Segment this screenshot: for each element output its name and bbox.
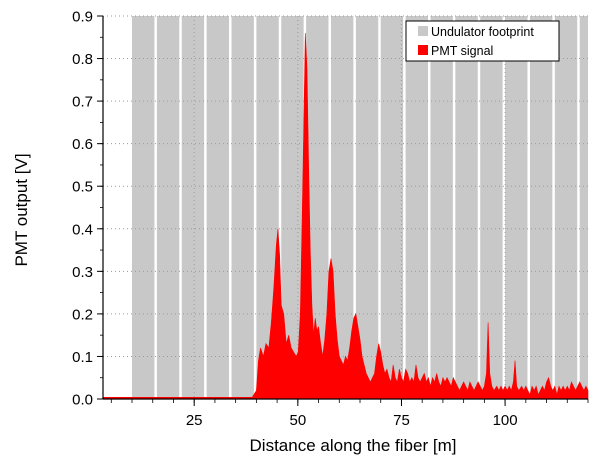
y-tick-label: 0.8 [72, 51, 93, 68]
y-tick-label: 0.5 [72, 179, 93, 196]
y-tick-label: 0.4 [72, 221, 93, 238]
legend-label-pmt: PMT signal [431, 44, 493, 58]
undulator-band [207, 16, 229, 399]
legend-swatch-undulator [418, 26, 428, 36]
undulator-band [530, 16, 552, 399]
undulator-band [555, 16, 577, 399]
y-tick-label: 0.9 [72, 9, 93, 26]
undulator-band [505, 16, 527, 399]
legend-swatch-pmt [418, 45, 428, 55]
undulator-band [406, 16, 428, 399]
undulator-band [480, 16, 502, 399]
x-tick-label: 25 [186, 412, 203, 429]
undulator-band [132, 16, 154, 399]
x-tick-label: 75 [393, 412, 410, 429]
undulator-band [157, 16, 179, 399]
x-tick-label: 50 [289, 412, 306, 429]
y-axis-label: PMT output [V] [12, 153, 31, 266]
undulator-band [182, 16, 204, 399]
y-tick-label: 0.2 [72, 306, 93, 323]
x-axis-label: Distance along the fiber [m] [250, 436, 457, 455]
y-tick-label: 0.0 [72, 392, 93, 409]
undulator-band [580, 16, 588, 399]
y-tick-label: 0.7 [72, 94, 93, 111]
legend: Undulator footprint PMT signal [406, 21, 559, 61]
legend-label-undulator: Undulator footprint [431, 25, 534, 39]
x-tick-label: 100 [493, 412, 518, 429]
y-tick-label: 0.6 [72, 136, 93, 153]
y-tick-label: 0.1 [72, 349, 93, 366]
undulator-band [381, 16, 403, 399]
undulator-band [232, 16, 254, 399]
undulator-band [430, 16, 452, 399]
undulator-band [455, 16, 477, 399]
y-tick-label: 0.3 [72, 264, 93, 281]
